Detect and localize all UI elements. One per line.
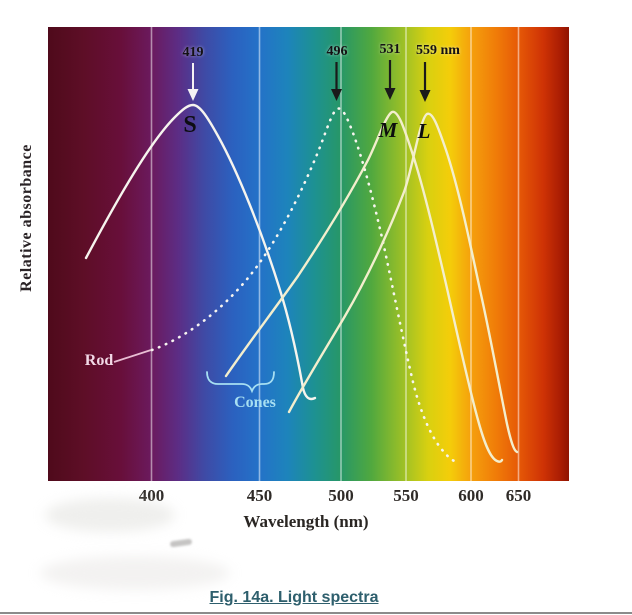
peak-arrow-496 (331, 62, 342, 101)
x-axis-label: Wavelength (nm) (243, 512, 369, 531)
l-cone-curve (287, 112, 519, 454)
peak-label-419: 419 (182, 45, 204, 60)
rod-leader-line (113, 349, 152, 363)
figure-caption-link[interactable]: Fig. 14a. Light spectra (209, 589, 379, 606)
wavelength-gridlines (150, 27, 520, 481)
cones-brace (206, 371, 275, 394)
scan-smudge (40, 556, 230, 590)
x-tick-600: 600 (458, 486, 484, 505)
rod-curve (150, 107, 459, 464)
peak-label-531: 531 (379, 42, 401, 57)
x-tick-400: 400 (138, 486, 165, 505)
l-cone-label: L (417, 119, 431, 143)
peak-arrow-419 (187, 63, 199, 101)
rod-annotation: Rod (84, 352, 114, 369)
peak-arrow-531 (384, 60, 396, 100)
cones-annotation: Cones (234, 394, 276, 411)
x-tick-450: 450 (246, 486, 273, 505)
bottom-border-line (0, 612, 632, 614)
x-tick-550: 550 (393, 486, 419, 505)
peak-label-496: 496 (326, 44, 348, 59)
m-cone-label: M (378, 118, 398, 142)
s-cone-label: S (183, 112, 197, 138)
x-tick-650: 650 (505, 486, 532, 505)
peak-label-559: 559 nm (416, 43, 460, 58)
x-tick-500: 500 (328, 486, 354, 505)
peak-arrow-559 (419, 62, 431, 102)
s-cone-curve (84, 103, 317, 401)
m-cone-curve (224, 110, 504, 463)
spectra-chart-canvas (48, 27, 569, 481)
spectrum-background (48, 27, 569, 481)
y-axis-label: Relative absorbance (18, 144, 35, 292)
